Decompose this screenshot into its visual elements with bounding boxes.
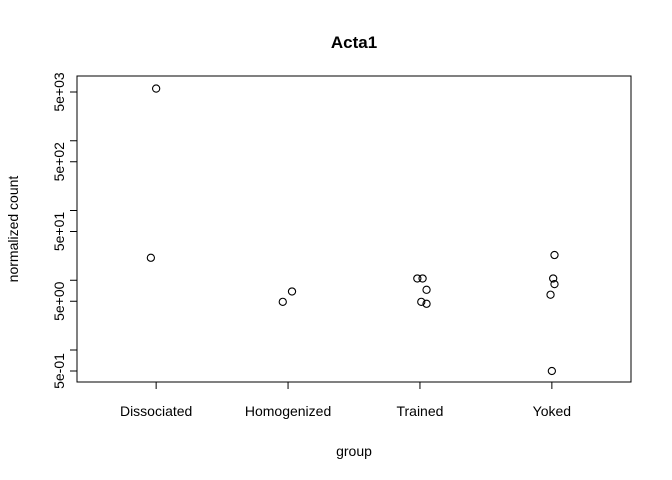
y-axis-label: normalized count xyxy=(5,176,21,283)
x-tick-label: Dissociated xyxy=(120,403,192,419)
data-point xyxy=(413,274,422,283)
y-tick-label: 5e+02 xyxy=(51,142,67,182)
x-axis: Dissociated Homogenized Trained Yoked xyxy=(120,382,571,419)
data-point xyxy=(287,287,297,296)
y-tick-label: 5e+00 xyxy=(51,281,67,321)
data-point xyxy=(278,297,287,307)
data-point xyxy=(549,274,558,283)
data-point xyxy=(422,299,431,308)
x-axis-label: group xyxy=(336,443,372,459)
y-tick-label: 5e+03 xyxy=(51,72,67,112)
data-point xyxy=(547,366,557,376)
data-point xyxy=(418,274,427,283)
data-point xyxy=(422,285,431,294)
data-point xyxy=(146,253,156,262)
data-point xyxy=(417,297,426,307)
x-tick-label: Homogenized xyxy=(245,403,331,419)
chart-title: Acta1 xyxy=(331,33,377,52)
data-point xyxy=(151,84,161,93)
data-points xyxy=(146,84,559,376)
data-point xyxy=(550,279,559,289)
y-axis: 5e-01 5e+00 5e+01 5e+02 5e+03 xyxy=(51,72,77,389)
x-tick-label: Trained xyxy=(396,403,443,419)
y-tick-label: 5e+01 xyxy=(51,212,67,252)
y-tick-label: 5e-01 xyxy=(51,353,67,389)
data-point xyxy=(546,290,555,299)
plot-frame xyxy=(76,75,632,383)
x-tick-label: Yoked xyxy=(533,403,571,419)
data-point xyxy=(550,250,559,260)
